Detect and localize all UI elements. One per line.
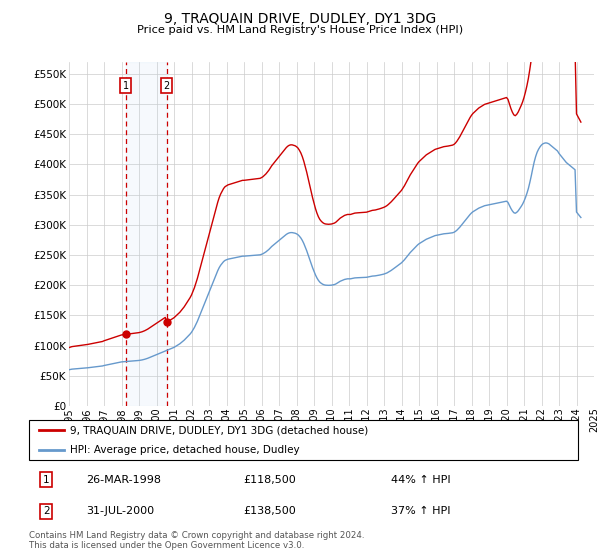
Text: 1: 1: [122, 81, 128, 91]
Bar: [125, 62, 167, 406]
Text: HPI: Average price, detached house, Dudley: HPI: Average price, detached house, Dudl…: [70, 445, 299, 455]
Text: 44% ↑ HPI: 44% ↑ HPI: [391, 475, 451, 485]
Text: 31-JUL-2000: 31-JUL-2000: [86, 506, 155, 516]
Text: £118,500: £118,500: [243, 475, 296, 485]
Text: 37% ↑ HPI: 37% ↑ HPI: [391, 506, 451, 516]
Text: 2: 2: [164, 81, 170, 91]
Text: 1: 1: [43, 475, 50, 485]
Text: 2: 2: [43, 506, 50, 516]
FancyBboxPatch shape: [29, 420, 578, 460]
Text: 9, TRAQUAIN DRIVE, DUDLEY, DY1 3DG: 9, TRAQUAIN DRIVE, DUDLEY, DY1 3DG: [164, 12, 436, 26]
Text: Price paid vs. HM Land Registry's House Price Index (HPI): Price paid vs. HM Land Registry's House …: [137, 25, 463, 35]
Text: £138,500: £138,500: [243, 506, 296, 516]
Text: 26-MAR-1998: 26-MAR-1998: [86, 475, 161, 485]
Text: 9, TRAQUAIN DRIVE, DUDLEY, DY1 3DG (detached house): 9, TRAQUAIN DRIVE, DUDLEY, DY1 3DG (deta…: [70, 426, 368, 436]
Text: Contains HM Land Registry data © Crown copyright and database right 2024.
This d: Contains HM Land Registry data © Crown c…: [29, 531, 364, 550]
